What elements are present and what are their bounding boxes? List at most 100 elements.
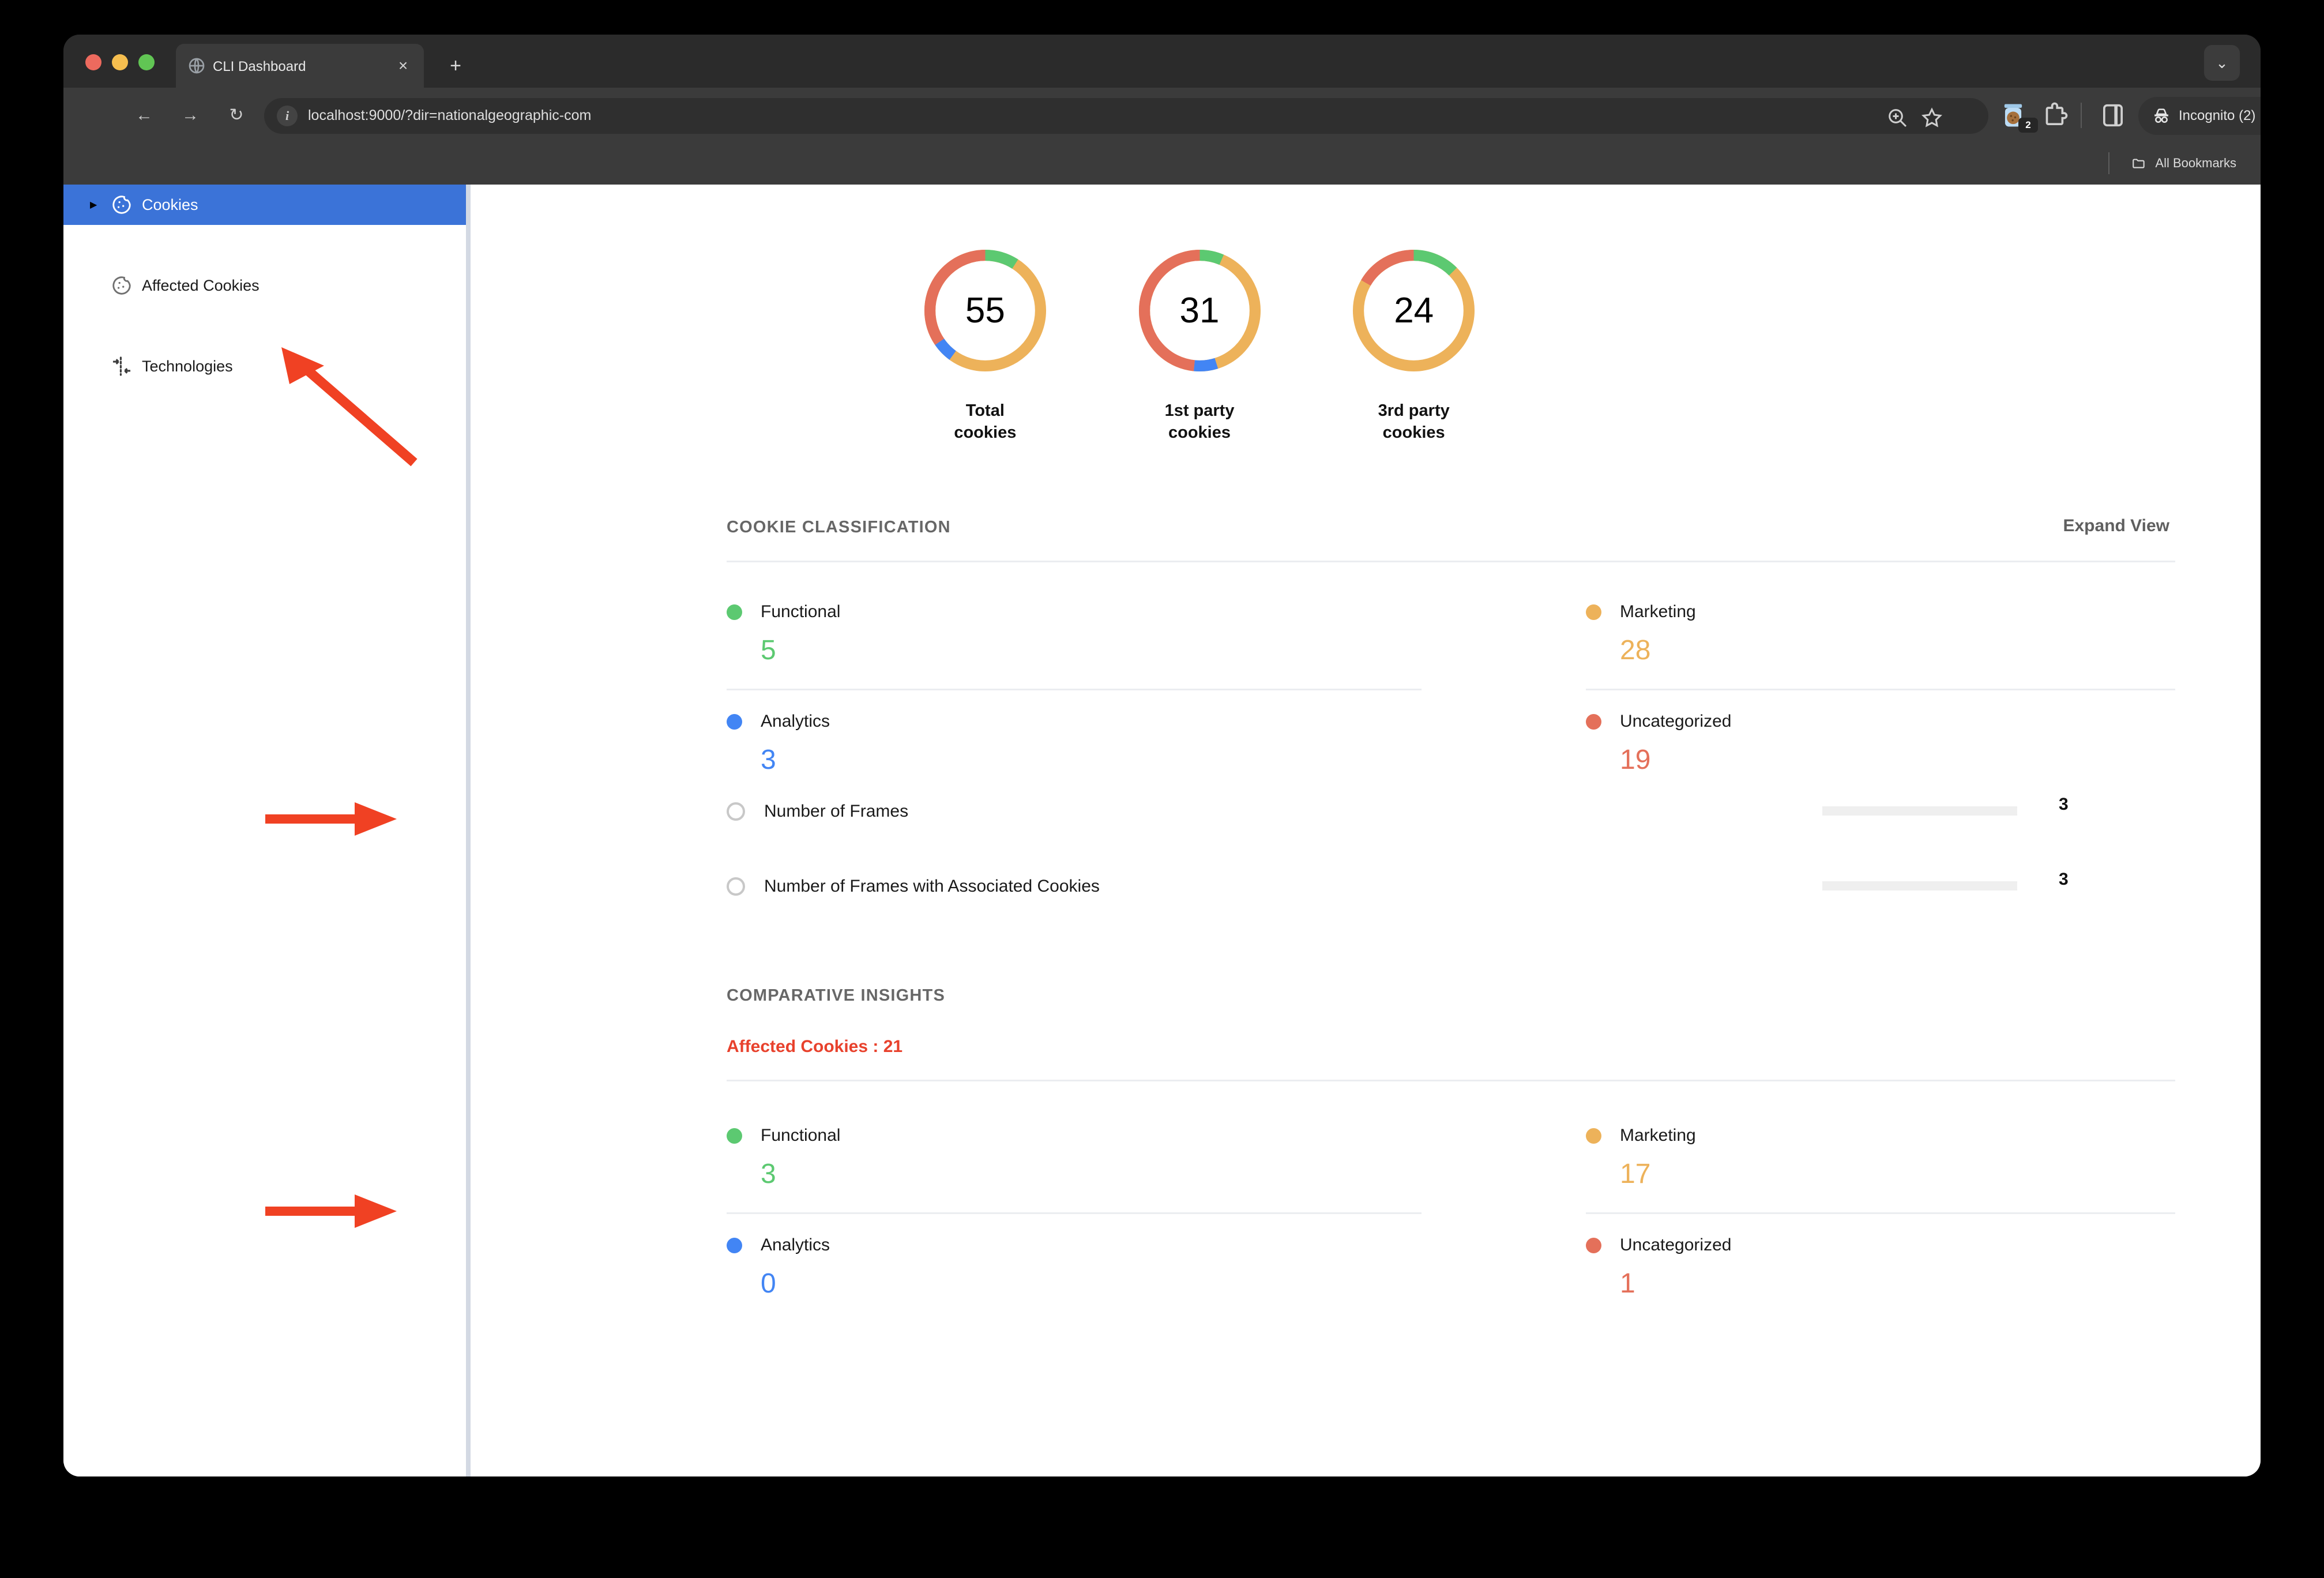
bookmarks-bar: All Bookmarks (63, 143, 2261, 185)
section-rule (727, 1080, 2175, 1081)
frame-label: Number of Frames (764, 802, 909, 821)
address-bar[interactable]: i localhost:9000/?dir=nationalgeographic… (264, 98, 1988, 134)
category-marketing: Marketing 28 (1586, 602, 1696, 666)
extensions-puzzle-icon[interactable] (2040, 100, 2070, 130)
new-tab-button[interactable]: + (450, 55, 461, 77)
browser-tab[interactable]: CLI Dashboard × (176, 44, 424, 88)
frame-label: Number of Frames with Associated Cookies (764, 877, 1100, 896)
comparative-category-marketing: Marketing 17 (1586, 1126, 1696, 1190)
affected-cookies-label: Affected Cookies : 21 (727, 1037, 903, 1056)
summary-card-caption: Total cookies (911, 400, 1059, 444)
cookie-extension-badge: 2 (2018, 118, 2038, 133)
browser-window: CLI Dashboard × + ⌄ ← → ↻ i localhost:90… (63, 35, 2261, 1476)
bookmark-star-icon[interactable] (1920, 106, 1943, 129)
bookmarks-divider (2108, 152, 2109, 174)
chevron-right-icon[interactable]: ▶ (90, 200, 97, 210)
site-info-icon[interactable]: i (277, 106, 298, 126)
cookie-classification-title: COOKIE CLASSIFICATION (727, 518, 951, 536)
caption-line-1: 3rd party (1378, 401, 1450, 420)
sidebar-rail (471, 185, 532, 1476)
frame-row-number-of-frames: Number of Frames (727, 797, 908, 826)
status-dot-analytics (727, 713, 742, 730)
summary-card-total-cookies: 55 Total cookies (911, 242, 1059, 444)
frame-count: 3 (2059, 870, 2069, 889)
window-maximize-button[interactable] (138, 54, 155, 70)
comparative-category-functional: Functional 3 (727, 1126, 840, 1190)
caption-line-1: 1st party (1164, 401, 1235, 420)
status-dot-uncategorized (1586, 1237, 1601, 1253)
sidebar-item-technologies[interactable]: Technologies (63, 346, 466, 386)
frame-progress-track (1822, 881, 2017, 891)
chevron-down-icon[interactable]: ⌄ (2204, 45, 2240, 81)
status-dot-functional (727, 1128, 742, 1144)
main-content: 55 Total cookies (531, 185, 2261, 1476)
summary-card-caption: 3rd party cookies (1340, 400, 1488, 444)
window-close-button[interactable] (85, 54, 101, 70)
caption-line-2: cookies (1168, 423, 1231, 442)
forward-button[interactable]: → (182, 106, 199, 125)
donut-value: 55 (965, 291, 1005, 330)
donut-chart-total-cookies: 55 (917, 242, 1054, 379)
status-dot-marketing (1586, 1128, 1601, 1144)
caption-line-2: cookies (954, 423, 1017, 442)
category-value: 5 (761, 635, 776, 666)
arrow-to-comparative-insights (265, 1194, 397, 1228)
empty-circle-icon (727, 802, 745, 821)
category-value: 19 (1620, 745, 1651, 775)
category-label: Uncategorized (1620, 712, 1732, 731)
tab-title: CLI Dashboard (213, 59, 306, 74)
comparative-category-uncategorized: Uncategorized 1 (1586, 1235, 1731, 1299)
donut-svg (1353, 249, 1475, 372)
category-functional: Functional 5 (727, 602, 840, 666)
cookie-jar-icon[interactable] (1998, 100, 2028, 130)
category-value: 3 (761, 1159, 776, 1189)
status-dot-marketing (1586, 604, 1601, 620)
category-value: 0 (761, 1268, 776, 1299)
sidebar: ▶ Cookies (63, 185, 466, 1476)
close-icon[interactable]: × (398, 57, 408, 74)
frame-count: 3 (2059, 795, 2069, 814)
donut-chart-third-party: 24 (1345, 242, 1482, 379)
status-dot-functional (727, 604, 742, 620)
comparative-insights-title: COMPARATIVE INSIGHTS (727, 986, 945, 1005)
reload-button[interactable]: ↻ (229, 106, 244, 125)
zoom-in-icon[interactable] (1886, 106, 1909, 129)
window-minimize-button[interactable] (112, 54, 128, 70)
toolbar-divider (2081, 103, 2082, 128)
category-analytics: Analytics 3 (727, 712, 830, 776)
tab-strip: CLI Dashboard × + ⌄ (63, 35, 2261, 88)
back-button[interactable]: ← (136, 106, 153, 125)
cookie-icon (110, 273, 134, 298)
category-value: 17 (1620, 1159, 1651, 1189)
expand-view-button[interactable]: Expand View (2063, 516, 2169, 535)
donut-svg (1138, 249, 1261, 372)
donut-value: 24 (1394, 291, 1434, 330)
arrow-to-classification (265, 802, 397, 836)
category-value: 28 (1620, 635, 1651, 666)
caption-line-1: Total (965, 401, 1005, 420)
cell-rule (1586, 689, 2175, 690)
incognito-icon (2150, 105, 2173, 127)
sidebar-item-cookies[interactable]: ▶ Cookies (63, 185, 466, 225)
side-panel-icon[interactable] (2098, 100, 2128, 130)
summary-cards: 55 Total cookies (911, 242, 1488, 444)
all-bookmarks-button[interactable]: All Bookmarks (2155, 156, 2236, 170)
browser-toolbar: ← → ↻ i localhost:9000/?dir=nationalgeog… (63, 88, 2261, 143)
summary-card-third-party-cookies: 24 3rd party cookies (1340, 242, 1488, 444)
globe-icon (187, 57, 206, 75)
category-label: Uncategorized (1620, 1235, 1732, 1254)
summary-card-first-party-cookies: 31 1st party cookies (1126, 242, 1274, 444)
category-label: Analytics (761, 712, 830, 731)
sidebar-item-label: Affected Cookies (142, 276, 260, 294)
sidebar-item-label: Cookies (142, 196, 198, 213)
category-value: 1 (1620, 1268, 1635, 1299)
category-uncategorized: Uncategorized 19 (1586, 712, 1731, 776)
summary-card-caption: 1st party cookies (1126, 400, 1274, 444)
sidebar-item-affected-cookies[interactable]: Affected Cookies (63, 265, 466, 306)
profile-incognito-button[interactable]: Incognito (2) (2138, 97, 2261, 135)
folder-icon (2130, 156, 2148, 171)
sidebar-resize-handle[interactable] (466, 185, 471, 1476)
technologies-icon (110, 354, 134, 378)
cell-rule (1586, 1212, 2175, 1214)
section-rule (727, 561, 2175, 562)
